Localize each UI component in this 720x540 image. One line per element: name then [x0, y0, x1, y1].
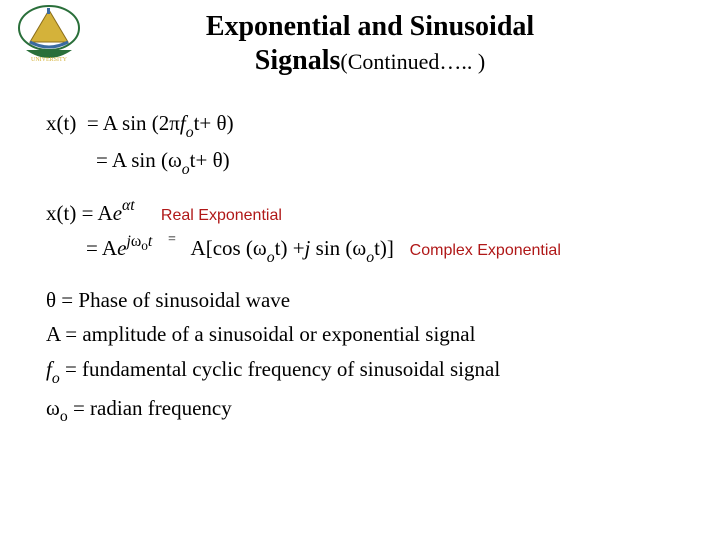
svg-text:UNIVERSITY: UNIVERSITY	[31, 57, 68, 63]
eq2-expo: o	[141, 238, 148, 253]
university-logo: UNIVERSITY	[14, 4, 84, 70]
def-freq: fo = fundamental cyclic frequency of sin…	[46, 353, 686, 390]
eq1-r2a: = A sin (ω	[96, 148, 182, 172]
def-omega-o: o	[60, 408, 68, 425]
eq2-r2b: A[cos (ω	[191, 236, 267, 260]
slide-body: x(t) = A sin (2πfot+ θ) = A sin (ωot+ θ)…	[46, 108, 686, 430]
definitions: θ = Phase of sinusoidal wave A = amplitu…	[46, 284, 686, 428]
title-line-1: Exponential and Sinusoidal	[120, 10, 620, 44]
slide-title: Exponential and Sinusoidal Signals(Conti…	[120, 10, 620, 77]
def-omega-txt: = radian frequency	[68, 396, 232, 420]
def-freq-txt: = fundamental cyclic frequency of sinuso…	[60, 357, 500, 381]
eq2-line1: x(t) = Aeαt Real Exponential	[46, 196, 686, 230]
eq2-r2d: sin (ω	[310, 236, 366, 260]
eq2-expt: t	[148, 233, 152, 250]
label-complex-exp: Complex Exponential	[410, 242, 561, 259]
eq1-lhs: x(t)	[46, 111, 76, 135]
eq2-r2a: = A	[86, 236, 117, 260]
def-theta: θ = Phase of sinusoidal wave	[46, 284, 686, 317]
eq2-eq: =	[168, 232, 176, 247]
eq2-r2c: t) +	[275, 236, 305, 260]
eq2-lhs: x(t)	[46, 201, 76, 225]
eq1-o2: o	[182, 161, 190, 178]
eq1-o1: o	[186, 124, 194, 141]
eq1-line2: = A sin (ωot+ θ)	[46, 145, 686, 180]
eq2-r1a: = A	[82, 201, 113, 225]
eq2-e1: e	[113, 201, 122, 225]
eq2-expw: ω	[131, 233, 141, 250]
label-real-exp: Real Exponential	[161, 207, 282, 224]
def-freq-o: o	[52, 370, 60, 387]
eq1-r2b: t+ θ)	[190, 148, 230, 172]
title-line-2a: Signals	[255, 45, 341, 76]
def-omega-w: ω	[46, 396, 60, 420]
eq2-exp1: αt	[122, 197, 135, 214]
eq2-o2: o	[366, 249, 374, 266]
eq2-line2: = Aejωot = A[cos (ωot) +j sin (ωot)] Com…	[46, 231, 686, 268]
def-freq-f: f	[46, 357, 52, 381]
eq2-o1: o	[267, 249, 275, 266]
def-omega: ωo = radian frequency	[46, 392, 686, 429]
def-amplitude: A = amplitude of a sinusoidal or exponen…	[46, 318, 686, 351]
eq1-line1: x(t) = A sin (2πfot+ θ)	[46, 108, 686, 143]
eq1-r1b: t+ θ)	[194, 111, 234, 135]
eq1-f: f	[180, 111, 186, 135]
title-line-2b: (Continued….. )	[340, 49, 485, 74]
eq2-r2e: t)]	[374, 236, 394, 260]
eq1-r1a: = A sin (2π	[87, 111, 180, 135]
